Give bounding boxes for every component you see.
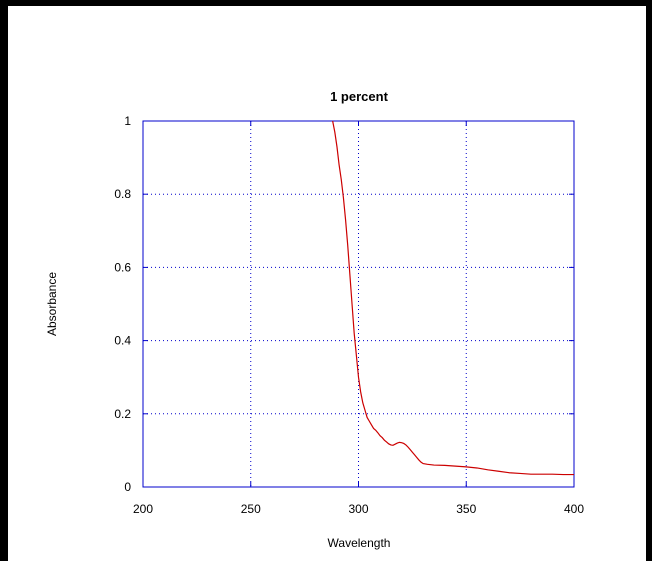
y-tick-label: 1 bbox=[124, 114, 131, 128]
x-tick-label: 250 bbox=[241, 502, 261, 516]
chart-title: 1 percent bbox=[330, 89, 388, 104]
plot-area bbox=[142, 120, 575, 488]
x-tick-label: 300 bbox=[348, 502, 368, 516]
y-tick-label: 0.4 bbox=[114, 334, 131, 348]
x-tick-label: 200 bbox=[133, 502, 153, 516]
y-tick-label: 0.2 bbox=[114, 407, 131, 421]
y-axis-label: Absorbance bbox=[45, 272, 59, 336]
series-line bbox=[332, 120, 574, 476]
y-tick-label: 0.6 bbox=[114, 260, 131, 274]
axis-ticks bbox=[142, 120, 575, 488]
x-tick-labels: 200 250 300 350 400 bbox=[133, 502, 584, 516]
x-tick-label: 350 bbox=[456, 502, 476, 516]
x-axis-label: Wavelength bbox=[328, 536, 391, 550]
grid bbox=[143, 121, 574, 487]
y-tick-label: 0 bbox=[124, 480, 131, 494]
x-tick-label: 400 bbox=[564, 502, 584, 516]
y-tick-label: 0.8 bbox=[114, 187, 131, 201]
series-layer bbox=[332, 120, 574, 476]
y-tick-labels: 0 0.2 0.4 0.6 0.8 1 bbox=[114, 114, 131, 494]
